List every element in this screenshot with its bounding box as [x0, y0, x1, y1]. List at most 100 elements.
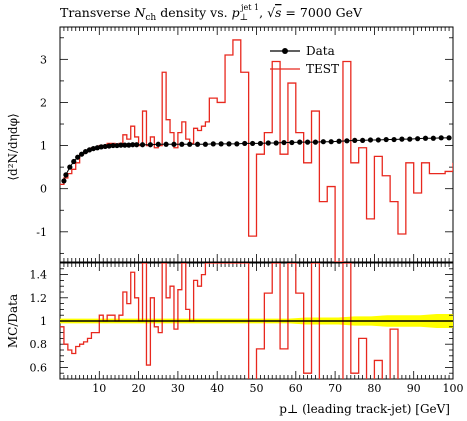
ratio-mc-histogram — [60, 263, 399, 379]
data-point — [94, 145, 100, 151]
data-point — [304, 139, 311, 145]
data-point — [422, 135, 429, 141]
y-tick-label: 3 — [40, 53, 47, 66]
data-point — [312, 139, 319, 145]
x-tick-label: 30 — [171, 382, 185, 395]
data-point — [126, 142, 132, 148]
ratio-tick-label: 1.2 — [30, 292, 48, 305]
y-tick-label: 0 — [40, 183, 47, 196]
data-point — [163, 141, 169, 147]
mc-series — [60, 39, 453, 262]
data-point — [194, 141, 201, 147]
data-point — [122, 142, 128, 148]
data-point — [399, 136, 405, 142]
data-point — [202, 141, 209, 147]
data-point — [179, 141, 185, 147]
x-tick-label: 60 — [289, 382, 303, 395]
data-point — [383, 136, 389, 143]
data-point — [257, 140, 264, 147]
data-point — [273, 140, 279, 146]
data-point — [391, 136, 397, 143]
x-tick-label: 70 — [328, 382, 342, 395]
data-point — [344, 138, 350, 144]
data-point — [79, 151, 85, 157]
data-point — [438, 135, 444, 141]
x-tick-label: 10 — [92, 382, 106, 395]
legend-data-label: Data — [306, 44, 335, 58]
data-point — [297, 139, 303, 145]
title-comma: , — [259, 5, 267, 20]
data-point — [98, 144, 104, 150]
y-tick-label: -1 — [36, 226, 47, 239]
data-point — [187, 141, 193, 147]
data-point — [71, 158, 77, 165]
data-point — [114, 142, 120, 149]
data-point — [171, 141, 177, 147]
legend: Data TEST — [270, 44, 339, 76]
data-point — [75, 154, 81, 160]
data-point — [102, 143, 108, 150]
data-point — [289, 139, 295, 146]
data-point — [336, 138, 342, 144]
x-tick-label: 40 — [210, 382, 224, 395]
data-point — [67, 164, 73, 170]
title-s: s — [275, 5, 281, 20]
legend-data-marker — [282, 48, 288, 54]
data-point — [106, 143, 112, 149]
data-point — [446, 135, 452, 141]
data-point — [249, 140, 256, 147]
tick-labels: 10 20 30 40 50 60 70 80 90 100 -1 0 1 2 3 0.6 0.8 1 1.2 1.4 — [30, 53, 464, 395]
data-point — [352, 137, 358, 144]
data-point — [430, 135, 436, 141]
data-point — [118, 142, 124, 148]
data-point — [86, 147, 93, 153]
data-point — [110, 142, 116, 149]
data-series — [61, 135, 452, 184]
data-point — [155, 141, 161, 147]
y-tick-label: 2 — [40, 96, 47, 109]
data-point — [407, 136, 413, 142]
data-point — [147, 142, 153, 148]
title-ch: ch — [145, 13, 156, 23]
data-point — [130, 142, 136, 148]
data-point — [90, 145, 97, 152]
x-tick-label: 100 — [443, 382, 464, 395]
data-point — [139, 142, 146, 148]
data-point — [234, 141, 240, 147]
data-point — [82, 149, 89, 155]
data-point — [242, 140, 248, 147]
data-point — [265, 140, 271, 146]
data-point — [375, 137, 381, 143]
data-point — [360, 137, 366, 144]
data-point — [218, 141, 224, 147]
data-point — [281, 139, 287, 146]
data-point — [134, 142, 140, 148]
data-point — [328, 139, 334, 145]
ratio-tick-label: 1.4 — [30, 269, 48, 282]
title-p: p — [232, 5, 240, 20]
ratio-tick-label: 0.6 — [30, 361, 48, 374]
x-tick-label: 20 — [132, 382, 146, 395]
data-point — [63, 172, 69, 178]
data-point — [210, 141, 216, 147]
title-n: N — [133, 5, 146, 20]
legend-mc-label: TEST — [306, 62, 339, 76]
title-energy: = 7000 GeV — [281, 5, 363, 20]
ratio-tick-label: 0.8 — [30, 338, 48, 351]
data-point — [415, 136, 421, 142]
mc-histogram — [60, 39, 453, 262]
title-lead: Transverse — [60, 5, 134, 20]
chart-title: Transverse Nch density vs. p⊥jet 1, √s =… — [60, 3, 363, 23]
x-tick-label: 80 — [367, 382, 381, 395]
axis-ticks — [60, 27, 454, 380]
title-middle: density vs. — [156, 5, 231, 20]
x-axis-title: p⊥ (leading track-jet) [GeV] — [279, 402, 450, 416]
x-tick-label: 90 — [407, 382, 421, 395]
ratio-mc-series — [60, 263, 399, 379]
y-axis-title: ⟨d²N/dηdφ⟩ — [6, 113, 20, 180]
title-jet: jet 1 — [240, 3, 259, 12]
data-point — [226, 141, 232, 147]
title-sqrt: √ — [267, 5, 275, 20]
ratio-axis-title: MC/Data — [6, 294, 20, 348]
